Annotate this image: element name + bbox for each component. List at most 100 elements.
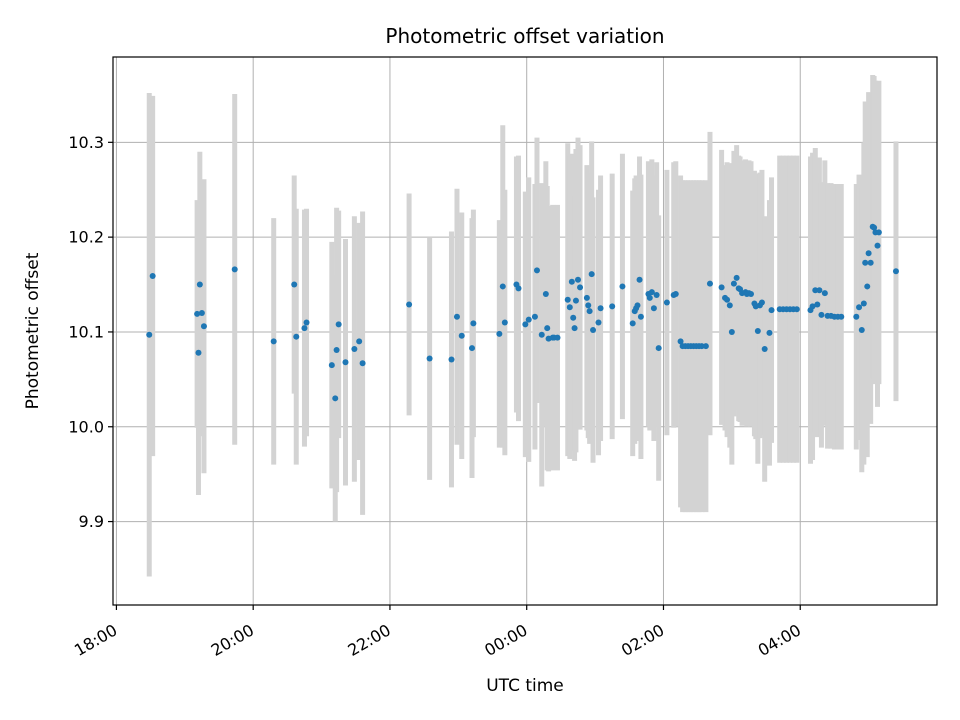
y-axis-ticks: 9.9 10.0 10.1 10.2 10.3 (68, 133, 113, 531)
data-point (544, 325, 551, 332)
data-point (754, 328, 761, 334)
data-point (864, 283, 871, 290)
data-point (406, 301, 413, 308)
data-point (496, 330, 503, 337)
data-point (609, 303, 616, 310)
data-point (636, 276, 643, 283)
data-point (875, 229, 882, 236)
data-point (874, 242, 881, 249)
data-point (634, 302, 641, 309)
data-point (469, 345, 476, 352)
data-point (758, 299, 765, 306)
data-point (653, 291, 660, 298)
data-point (672, 291, 679, 298)
data-point (867, 259, 874, 266)
data-point (501, 319, 508, 326)
data-point (856, 304, 863, 311)
data-point (812, 287, 819, 294)
data-point (301, 325, 308, 332)
data-point (698, 343, 705, 350)
data-point (342, 359, 349, 366)
data-points (146, 223, 899, 402)
data-point (583, 294, 590, 301)
data-point (730, 280, 737, 287)
data-point (726, 302, 733, 309)
data-point (231, 266, 238, 273)
y-tick-label: 10.2 (68, 228, 104, 247)
y-tick-label: 9.9 (79, 512, 104, 531)
data-point (542, 291, 549, 298)
data-point (718, 284, 725, 291)
data-point (702, 343, 709, 350)
data-point (677, 338, 684, 345)
data-point (426, 355, 433, 362)
data-point (871, 224, 878, 231)
data-point (149, 273, 156, 280)
data-point (590, 327, 597, 334)
data-point (538, 331, 545, 338)
data-point (646, 294, 653, 301)
data-point (293, 333, 300, 340)
data-point (499, 283, 506, 290)
data-point (332, 395, 339, 402)
data-point (585, 302, 592, 309)
data-point (571, 325, 578, 332)
data-point (821, 290, 828, 297)
data-point (531, 313, 538, 320)
data-point (525, 316, 532, 323)
data-point (566, 304, 573, 311)
data-point (303, 319, 310, 326)
data-point (328, 362, 335, 369)
data-point (793, 306, 800, 313)
data-point (351, 346, 358, 353)
data-point (195, 349, 202, 356)
data-point (865, 250, 872, 257)
data-point (515, 285, 522, 292)
x-axis-label: UTC time (486, 676, 564, 696)
data-point (572, 297, 579, 304)
data-point (814, 301, 821, 308)
data-point (564, 296, 571, 303)
data-point (200, 323, 207, 330)
data-point (706, 280, 713, 287)
data-point (761, 346, 768, 353)
data-point (356, 338, 363, 345)
plot-frame (112, 56, 938, 606)
data-point (860, 300, 867, 307)
data-point (448, 356, 455, 363)
data-point (470, 320, 477, 327)
data-point (858, 327, 865, 334)
data-point (655, 345, 662, 352)
data-point (194, 310, 201, 317)
data-point (766, 329, 773, 336)
data-point (724, 296, 731, 303)
data-point (862, 259, 869, 266)
data-point (574, 276, 581, 283)
y-tick-label: 10.3 (68, 133, 104, 152)
data-point (359, 360, 366, 367)
data-point (146, 331, 153, 338)
data-point (335, 321, 342, 328)
data-point (892, 268, 899, 275)
data-point (663, 299, 670, 306)
data-point (291, 281, 298, 288)
data-point (733, 274, 740, 281)
data-point (637, 313, 644, 320)
data-point (453, 313, 460, 320)
data-point (588, 271, 595, 278)
data-point (198, 309, 205, 316)
data-point (568, 278, 575, 285)
y-tick-label: 10.1 (68, 322, 104, 341)
data-point (809, 303, 816, 310)
data-point (586, 308, 593, 315)
data-point (270, 338, 277, 345)
data-point (648, 289, 655, 296)
data-point (554, 334, 561, 341)
data-point (196, 281, 203, 288)
data-point (853, 313, 860, 320)
data-point (748, 291, 755, 298)
data-point (728, 328, 735, 335)
data-point (650, 305, 657, 312)
y-axis-label: Photometric offset (23, 252, 43, 409)
data-point (816, 287, 823, 294)
